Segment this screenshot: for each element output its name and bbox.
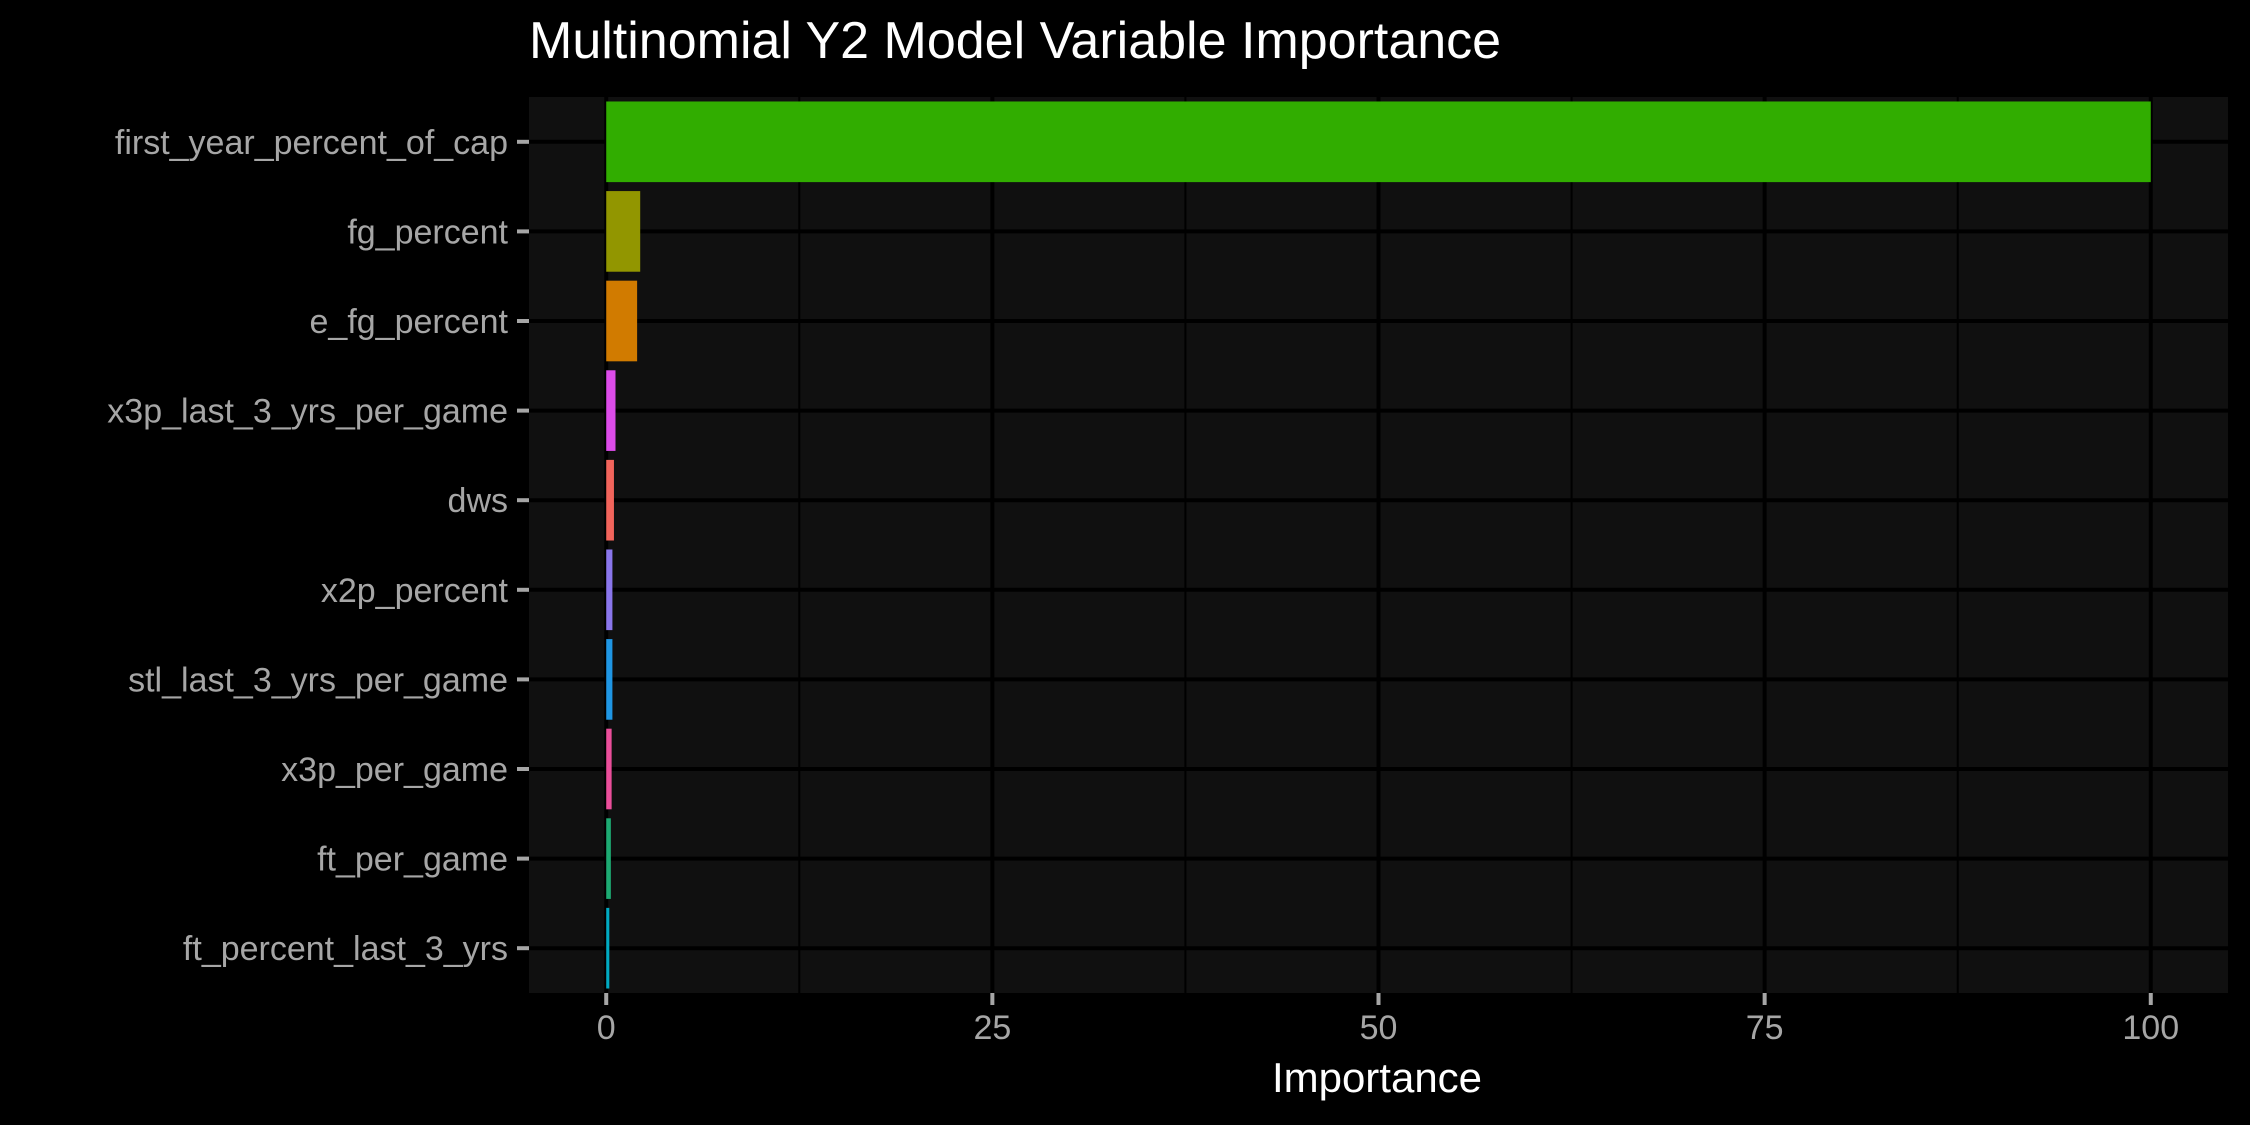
y-tick-label: fg_percent [347,213,508,251]
y-tick-label: first_year_percent_of_cap [115,124,508,162]
y-tick-label: x3p_last_3_yrs_per_game [107,393,508,431]
bar-ft-percent-last-3-yrs [606,907,610,989]
bar-x2p-percent [606,549,613,631]
x-axis: 0 25 50 75 100 [597,993,2179,1047]
x-tick-label: 100 [2122,1009,2179,1047]
bar-e-fg-percent [606,280,638,362]
chart-title: Multinomial Y2 Model Variable Importance [529,12,1501,70]
y-tick-label: ft_percent_last_3_yrs [183,930,508,968]
x-tick-label: 0 [597,1009,616,1047]
x-tick-label: 50 [1360,1009,1398,1047]
y-tick-label: e_fg_percent [310,303,509,341]
y-tick-label: ft_per_game [317,841,508,879]
y-axis: first_year_percent_of_cap fg_percent e_fg_… [107,124,529,968]
y-tick-label: x2p_percent [321,572,509,610]
bar-x3p-per-game [606,728,612,810]
x-tick-label: 75 [1746,1009,1784,1047]
y-tick-label: stl_last_3_yrs_per_game [128,661,508,699]
bar-stl-last-3-yrs-per-game [606,639,613,720]
bar-fg-percent [606,191,641,272]
bar-x3p-last-3-yrs-per-game [606,370,616,451]
x-tick-label: 25 [973,1009,1011,1047]
x-axis-title: Importance [1272,1054,1482,1101]
grid-minor [798,97,1959,993]
bar-dws [606,459,614,541]
y-tick-label: dws [448,482,508,520]
y-tick-label: x3p_per_game [281,751,508,789]
bar-ft-per-game [606,818,611,899]
bars [606,101,2151,989]
bar-first-year-percent-of-cap [606,101,2151,183]
